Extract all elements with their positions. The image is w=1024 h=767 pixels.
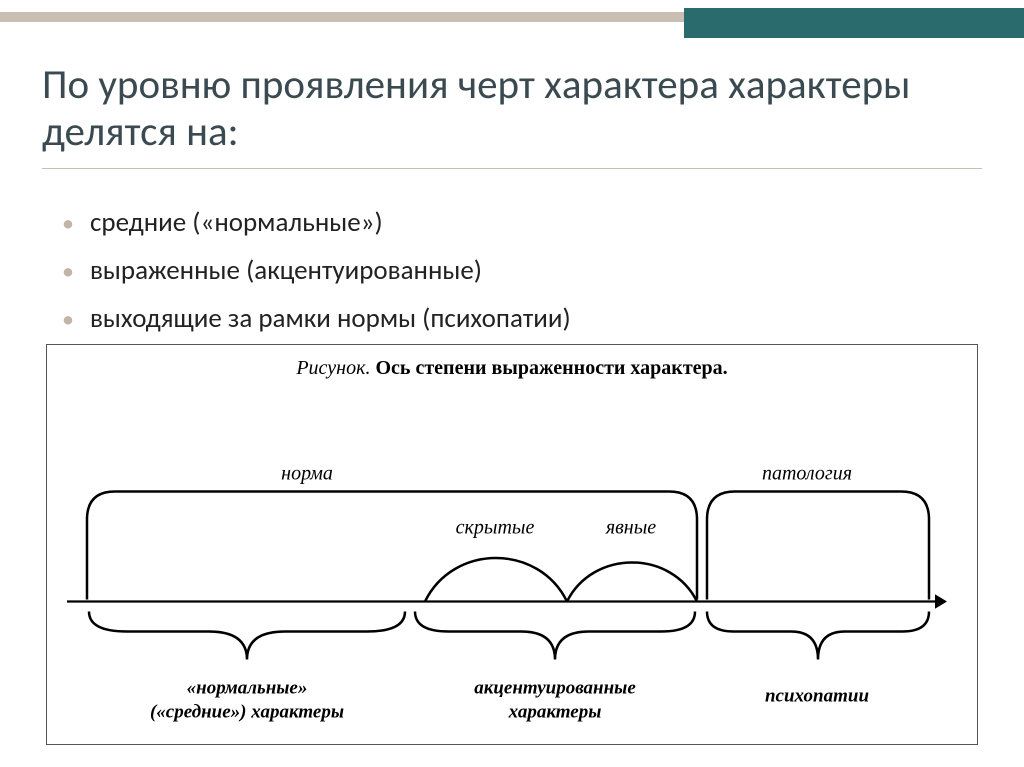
title-underline <box>42 168 982 169</box>
diagram-caption: Рисунок. Ось степени выраженности характ… <box>47 357 977 380</box>
slide-title: По уровню проявления черт характера хара… <box>42 62 982 156</box>
bullet-item: выраженные (акцентуированные) <box>62 250 571 292</box>
hump-label-hidden: скрытые <box>456 517 535 539</box>
caption-prefix: Рисунок. <box>296 357 370 379</box>
decoration-beige-bar <box>0 12 700 22</box>
bullet-item: выходящие за рамки нормы (психопатии) <box>62 298 571 340</box>
top-bracket-label-patology: патология <box>762 463 852 485</box>
top-bracket-label-norma: норма <box>281 463 333 485</box>
hump-overt <box>567 563 697 602</box>
top-decoration <box>0 0 1024 38</box>
diagram-svg: норма патология скрытые явные «нормальные» («… <box>47 399 977 744</box>
caption-main: Ось степени выраженности характера. <box>375 357 727 379</box>
bottom-brace-label-accent: акцентуированные <box>474 678 636 699</box>
hump-label-overt: явные <box>605 517 656 539</box>
bottom-brace-label-psycho: психопатии <box>765 686 869 707</box>
hump-hidden <box>425 558 567 602</box>
top-bracket-patology <box>707 492 929 600</box>
bottom-brace-normal <box>89 612 405 660</box>
bullet-list: средние («нормальные») выраженные (акцен… <box>62 202 571 346</box>
decoration-teal-bar <box>684 8 1024 38</box>
bottom-brace-label-normal: («средние») характеры <box>150 702 344 723</box>
bottom-brace-psycho <box>707 612 929 660</box>
bullet-item: средние («нормальные») <box>62 202 571 244</box>
bottom-brace-accent <box>415 612 695 660</box>
diagram-svg-wrap: норма патология скрытые явные «нормальные» («… <box>47 399 977 744</box>
diagram-container: Рисунок. Ось степени выраженности характ… <box>46 344 978 745</box>
bottom-brace-label-normal: «нормальные» <box>187 678 308 699</box>
bottom-brace-label-accent: характеры <box>508 702 602 723</box>
top-bracket-norma <box>87 492 697 600</box>
